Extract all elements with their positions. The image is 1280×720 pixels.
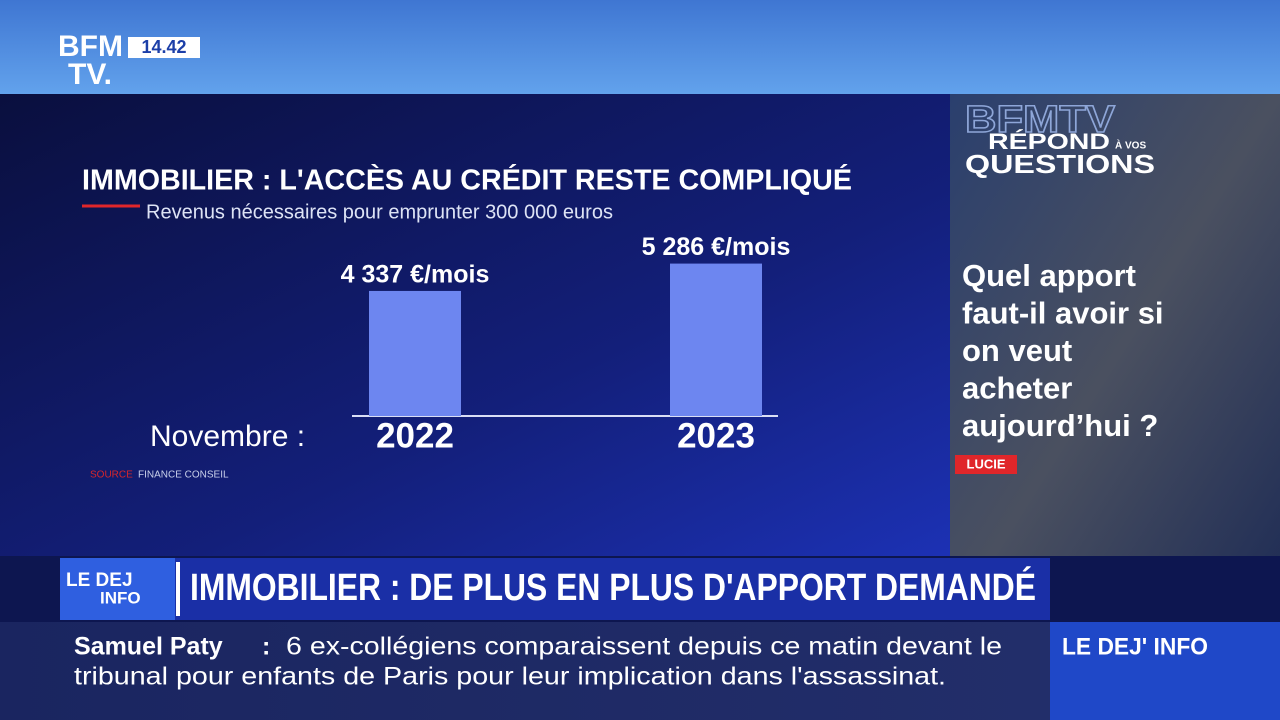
- source: FINANCE CONSEIL: [138, 470, 229, 481]
- presenter-tag: [955, 455, 1017, 474]
- question-line: on veut: [962, 333, 1072, 368]
- headline-logo-bottom: INFO: [100, 588, 141, 607]
- question-line: Quel apport: [962, 258, 1136, 293]
- headline-text: IMMOBILIER : DE PLUS EN PLUS D'APPORT DE…: [190, 565, 1036, 609]
- show-box: [1050, 622, 1280, 720]
- chart-subtitle: Revenus nécessaires pour emprunter 300 0…: [146, 201, 613, 223]
- question-line: aujourd’hui ?: [962, 408, 1158, 443]
- chart-panel: [0, 94, 950, 556]
- x-axis-label: Novembre :: [150, 420, 305, 453]
- side-panel: [950, 94, 1280, 622]
- presenter: LUCIE: [967, 456, 1006, 471]
- side-logo-brand: BFMTV: [965, 99, 1116, 141]
- x-tick-label: 2023: [677, 416, 755, 455]
- bars: 4 337 €/mois 2022 5 286 €/mois 2023: [341, 233, 791, 455]
- chart-title: IMMOBILIER : L'ACCÈS AU CRÉDIT RESTE COM…: [82, 163, 852, 197]
- headline-bar: [60, 558, 1050, 620]
- headline-logo-box: [60, 558, 175, 620]
- headline-logo-top: LE DEJ: [66, 570, 133, 591]
- bar: [670, 263, 762, 416]
- source-label: SOURCE: [90, 470, 133, 481]
- ticker-topic: Samuel Paty: [74, 633, 223, 661]
- x-tick-label: 2022: [376, 416, 454, 455]
- logo-top: BFM: [58, 30, 123, 63]
- question-line: faut-il avoir si: [962, 296, 1164, 331]
- side-logo-line2: QUESTIONS: [965, 149, 1155, 179]
- top-band: [0, 0, 1280, 94]
- show-name: LE DEJ' INFO: [1062, 633, 1208, 660]
- side-logo-line1: RÉPOND: [988, 129, 1110, 154]
- bar: [369, 290, 461, 416]
- ticker-line: 6 ex-collégiens comparaissent depuis ce …: [286, 633, 1002, 661]
- logo-bottom: TV.: [68, 58, 112, 91]
- time-box: [128, 37, 200, 58]
- ticker-line: tribunal pour enfants de Paris pour leur…: [74, 663, 946, 691]
- value-label: 5 286 €/mois: [642, 233, 791, 261]
- time: 14.42: [141, 37, 186, 57]
- question-line: acheter: [962, 371, 1072, 406]
- ticker-separator: :: [262, 633, 270, 661]
- side-logo-small: À VOS: [1115, 139, 1146, 152]
- value-label: 4 337 €/mois: [341, 261, 490, 289]
- headline-divider: [176, 562, 180, 616]
